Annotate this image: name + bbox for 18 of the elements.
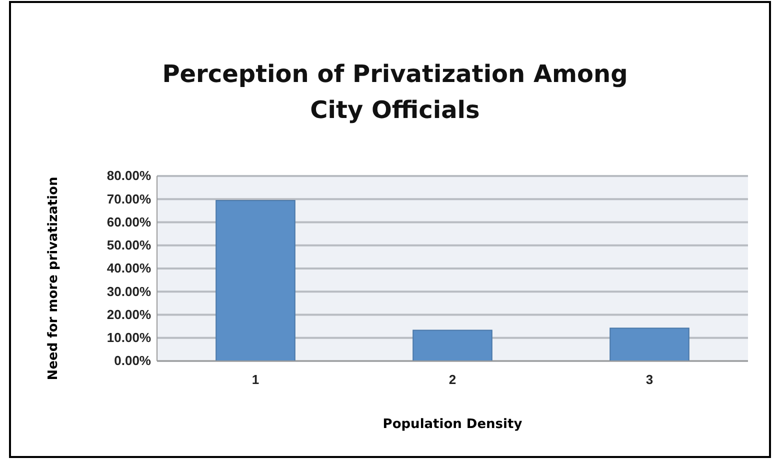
x-tick-label: 3 xyxy=(646,372,654,388)
bar xyxy=(610,328,690,362)
y-axis-title: Need for more privatization xyxy=(46,176,61,380)
bar xyxy=(412,330,492,362)
x-tick-label: 1 xyxy=(252,372,260,388)
y-tick-label: 30.00% xyxy=(106,284,152,299)
y-tick-label: 0.00% xyxy=(114,353,152,368)
y-tick-label: 60.00% xyxy=(106,214,152,230)
y-tick-label: 10.00% xyxy=(106,330,152,346)
x-tick-label: 2 xyxy=(448,372,456,388)
y-tick-label: 80.00% xyxy=(106,168,152,184)
y-tick-label: 40.00% xyxy=(106,260,152,276)
y-tick-label: 20.00% xyxy=(106,306,152,322)
bar xyxy=(216,200,296,362)
x-axis-title: Population Density xyxy=(382,417,523,432)
chart-title: Perception of Privatization Among City Officials xyxy=(162,60,628,124)
y-tick-label: 50.00% xyxy=(106,238,152,253)
y-tick-label: 70.00% xyxy=(106,191,152,206)
